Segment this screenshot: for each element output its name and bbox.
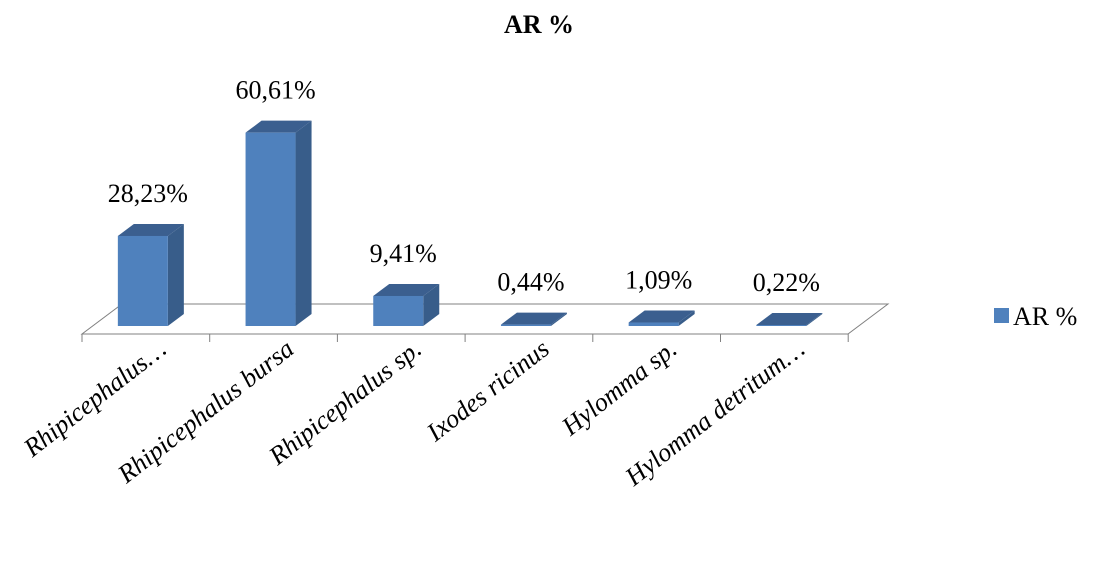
data-label: 0,22% xyxy=(753,268,820,297)
bar-top-face xyxy=(500,312,567,325)
category-labels: Rhipicephalus…Rhipicephalus bursaRhipice… xyxy=(17,334,810,492)
bar-top-face xyxy=(373,283,440,296)
bar-side-face xyxy=(423,283,440,326)
bar-side-face xyxy=(167,223,184,326)
bar-5 xyxy=(628,310,695,326)
bar-4 xyxy=(500,312,567,326)
data-label: 9,41% xyxy=(370,239,437,268)
bar-front-face xyxy=(373,295,424,326)
data-label: 28,23% xyxy=(108,179,188,208)
data-label: 0,44% xyxy=(497,268,564,297)
legend: AR % xyxy=(994,302,1077,331)
bar-front-face xyxy=(500,324,551,326)
bar-front-face xyxy=(628,322,679,326)
bar-1 xyxy=(117,223,184,326)
bar-top-face xyxy=(628,310,695,323)
x-axis-ticks xyxy=(81,334,849,342)
bar-top-face xyxy=(245,120,312,133)
category-label: Hylomma sp. xyxy=(556,334,683,442)
bar-front-face xyxy=(245,132,296,326)
bar-top-face xyxy=(756,313,823,325)
legend-label: AR % xyxy=(1013,302,1077,331)
data-labels: 28,23% 60,61% 9,41% 0,44% 1,09% 0,22% xyxy=(108,76,820,297)
chart-title: AR % xyxy=(504,10,574,39)
legend-swatch xyxy=(994,308,1009,323)
bar-side-face xyxy=(295,120,312,326)
bars xyxy=(117,120,823,326)
bar-front-face xyxy=(756,325,807,326)
bar-side-face xyxy=(806,313,823,326)
bar-side-face xyxy=(678,310,695,326)
bar-top-face xyxy=(117,223,184,236)
bar-2 xyxy=(245,120,312,326)
bar-6 xyxy=(756,313,823,326)
category-label: Ixodes ricinus xyxy=(420,334,554,448)
bar-side-face xyxy=(550,312,567,326)
data-label: 60,61% xyxy=(235,76,315,105)
bar-front-face xyxy=(117,235,168,326)
data-label: 1,09% xyxy=(625,266,692,295)
bar-3 xyxy=(373,283,440,326)
